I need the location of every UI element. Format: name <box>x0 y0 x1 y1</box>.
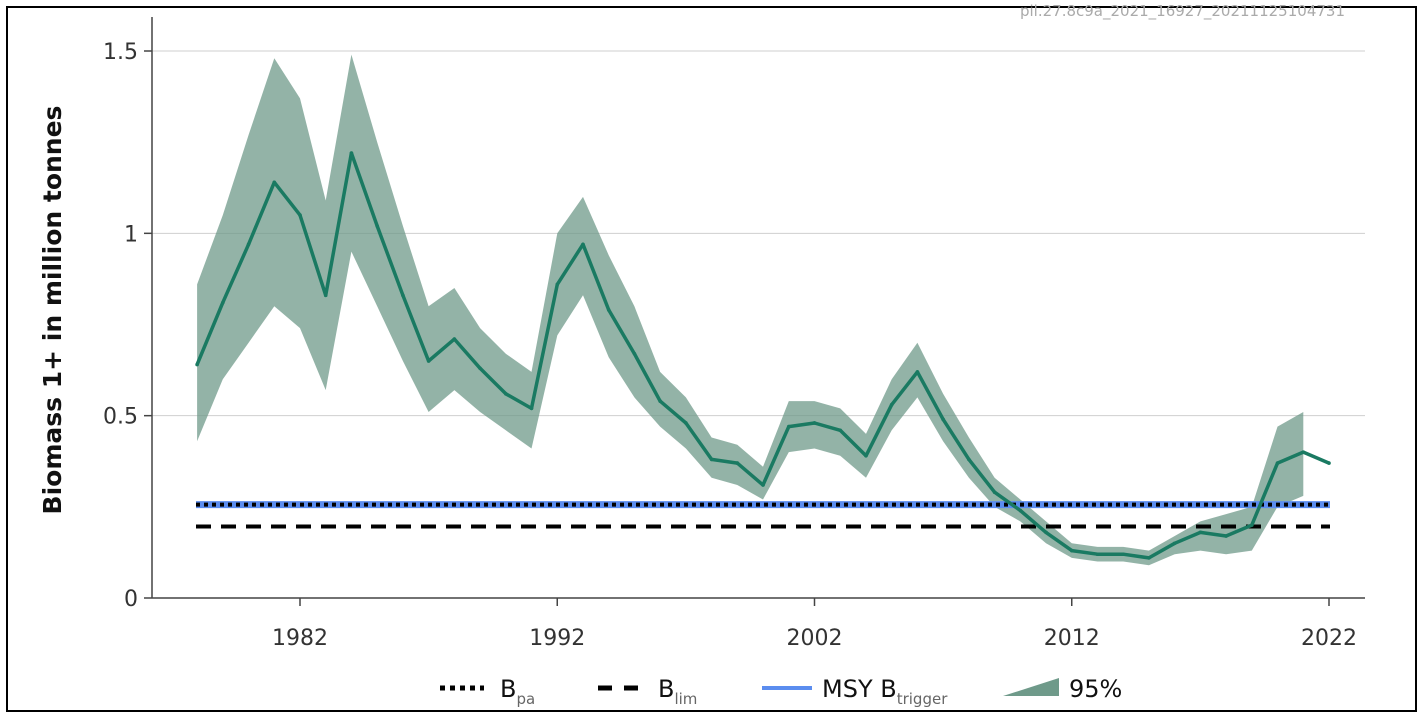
biomass-point-1995 <box>632 351 637 356</box>
biomass-point-1998 <box>709 457 714 462</box>
biomass-point-2007 <box>941 417 945 422</box>
legend-label: 95% <box>1069 675 1122 703</box>
biomass-point-2014 <box>1121 552 1125 557</box>
confidence-band-95 <box>197 54 1304 566</box>
biomass-point-2003 <box>838 428 843 433</box>
legend-label: Bpa <box>500 675 535 708</box>
biomass-point-2009 <box>992 490 997 495</box>
biomass-point-2013 <box>1095 552 1100 557</box>
biomass-point-2012 <box>1069 548 1074 553</box>
biomass-point-2008 <box>967 457 971 462</box>
biomass-point-1997 <box>684 421 688 425</box>
biomass-point-2022 <box>1327 461 1331 465</box>
x-tick-label: 1992 <box>529 626 585 651</box>
biomass-point-1988 <box>452 337 457 341</box>
biomass-point-2005 <box>889 402 894 407</box>
x-tick-label: 2002 <box>787 626 843 651</box>
biomass-point-1979 <box>221 300 225 305</box>
y-tick-label: 0 <box>124 587 138 612</box>
biomass-point-1992 <box>555 282 560 287</box>
biomass-point-1990 <box>504 391 508 396</box>
chart-frame <box>6 6 1417 712</box>
biomass-point-2006 <box>915 370 920 374</box>
legend-label: MSY Btrigger <box>822 675 948 708</box>
biomass-point-1989 <box>478 366 482 371</box>
legend-item-band: 95% <box>1003 675 1122 703</box>
x-tick-label: 2012 <box>1044 626 1100 651</box>
biomass-point-2018 <box>1224 534 1228 538</box>
x-tick-label: 1982 <box>272 626 328 651</box>
y-tick-label: 0.5 <box>103 405 138 430</box>
biomass-point-1982 <box>298 213 302 217</box>
biomass-point-1983 <box>323 293 328 298</box>
legend-item-blim: Blim <box>598 675 697 708</box>
y-tick-label: 1.5 <box>103 40 138 65</box>
biomass-point-2001 <box>786 424 791 429</box>
biomass-point-1980 <box>246 242 251 247</box>
biomass-point-2020 <box>1275 461 1280 465</box>
biomass-point-2000 <box>761 483 765 487</box>
watermark: pil.27.8c9a_2021_16927_20211125104731 <box>1020 2 1345 21</box>
legend-label: Blim <box>658 675 697 708</box>
legend-swatch-band <box>1003 678 1059 696</box>
biomass-point-1994 <box>606 308 611 312</box>
biomass-point-1984 <box>349 151 354 155</box>
biomass-point-1986 <box>401 293 405 298</box>
biomass-point-1987 <box>426 359 431 363</box>
biomass-point-2021 <box>1301 450 1306 454</box>
biomass-point-1996 <box>658 399 662 403</box>
biomass-point-2019 <box>1250 523 1254 527</box>
biomass-point-1993 <box>581 242 585 247</box>
legend-item-msy: MSY Btrigger <box>762 675 948 708</box>
biomass-point-1978 <box>195 362 199 367</box>
biomass-point-2010 <box>1018 508 1023 513</box>
biomass-point-1981 <box>272 180 277 185</box>
biomass-point-2015 <box>1147 556 1151 560</box>
biomass-point-1985 <box>375 224 379 228</box>
y-axis-label: Biomass 1+ in million tonnes <box>38 106 67 515</box>
x-tick-label: 2022 <box>1301 626 1357 651</box>
biomass-point-2004 <box>864 453 868 458</box>
biomass-point-2002 <box>812 421 817 425</box>
biomass-point-2016 <box>1172 541 1177 546</box>
y-tick-label: 1 <box>124 222 138 247</box>
biomass-point-2011 <box>1044 530 1048 535</box>
biomass-point-1999 <box>735 461 740 465</box>
biomass-point-1991 <box>529 406 534 411</box>
biomass-point-2017 <box>1198 530 1203 535</box>
legend-item-bpa: Bpa <box>440 675 535 708</box>
